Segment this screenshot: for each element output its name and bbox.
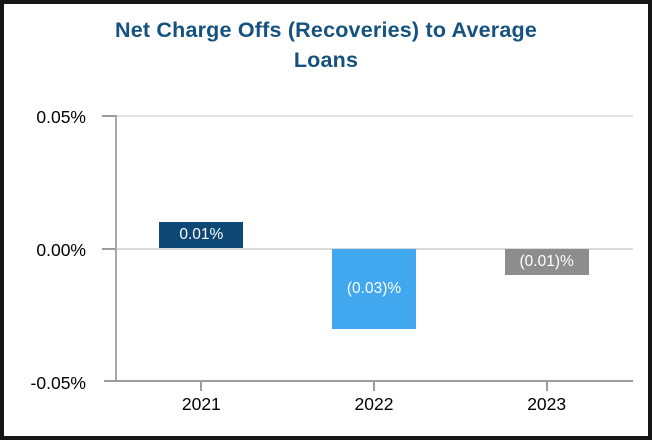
chart-title-line-1: Net Charge Offs (Recoveries) to Average	[114, 18, 537, 42]
gridline-top	[115, 115, 633, 117]
x-axis-line	[104, 380, 633, 382]
x-tick-mark-2022	[373, 382, 375, 391]
bar-2023: (0.01)%	[504, 248, 589, 276]
chart-title-line-2: Loans	[293, 48, 359, 72]
y-axis-tick-label-top: 0.05%	[36, 107, 86, 127]
y-tick-mark-zero	[102, 247, 115, 250]
y-axis-tick-label-zero: 0.00%	[36, 240, 86, 260]
bar-value-label-2021: 0.01%	[179, 226, 224, 244]
y-axis-line	[115, 115, 117, 382]
y-axis-tick-label-bottom: -0.05%	[30, 373, 86, 393]
x-axis-label-2022: 2022	[354, 394, 394, 414]
chart-title: Net Charge Offs (Recoveries) to Average …	[4, 15, 648, 75]
bar-value-label-2022: (0.03)%	[346, 279, 402, 297]
bar-value-label-2023: (0.01)%	[519, 252, 574, 270]
x-tick-mark-2021	[200, 382, 203, 391]
x-axis-label-2023: 2023	[527, 394, 567, 414]
plot-area: 0.01% 2021 (0.03)% 2022 (0.01)% 2023	[102, 115, 633, 414]
x-axis-label-2021: 2021	[181, 394, 221, 414]
bar-2021: 0.01%	[159, 221, 244, 249]
x-tick-mark-2023	[545, 382, 548, 391]
y-tick-mark-top	[102, 115, 115, 117]
bar-2022: (0.03)%	[332, 248, 416, 329]
